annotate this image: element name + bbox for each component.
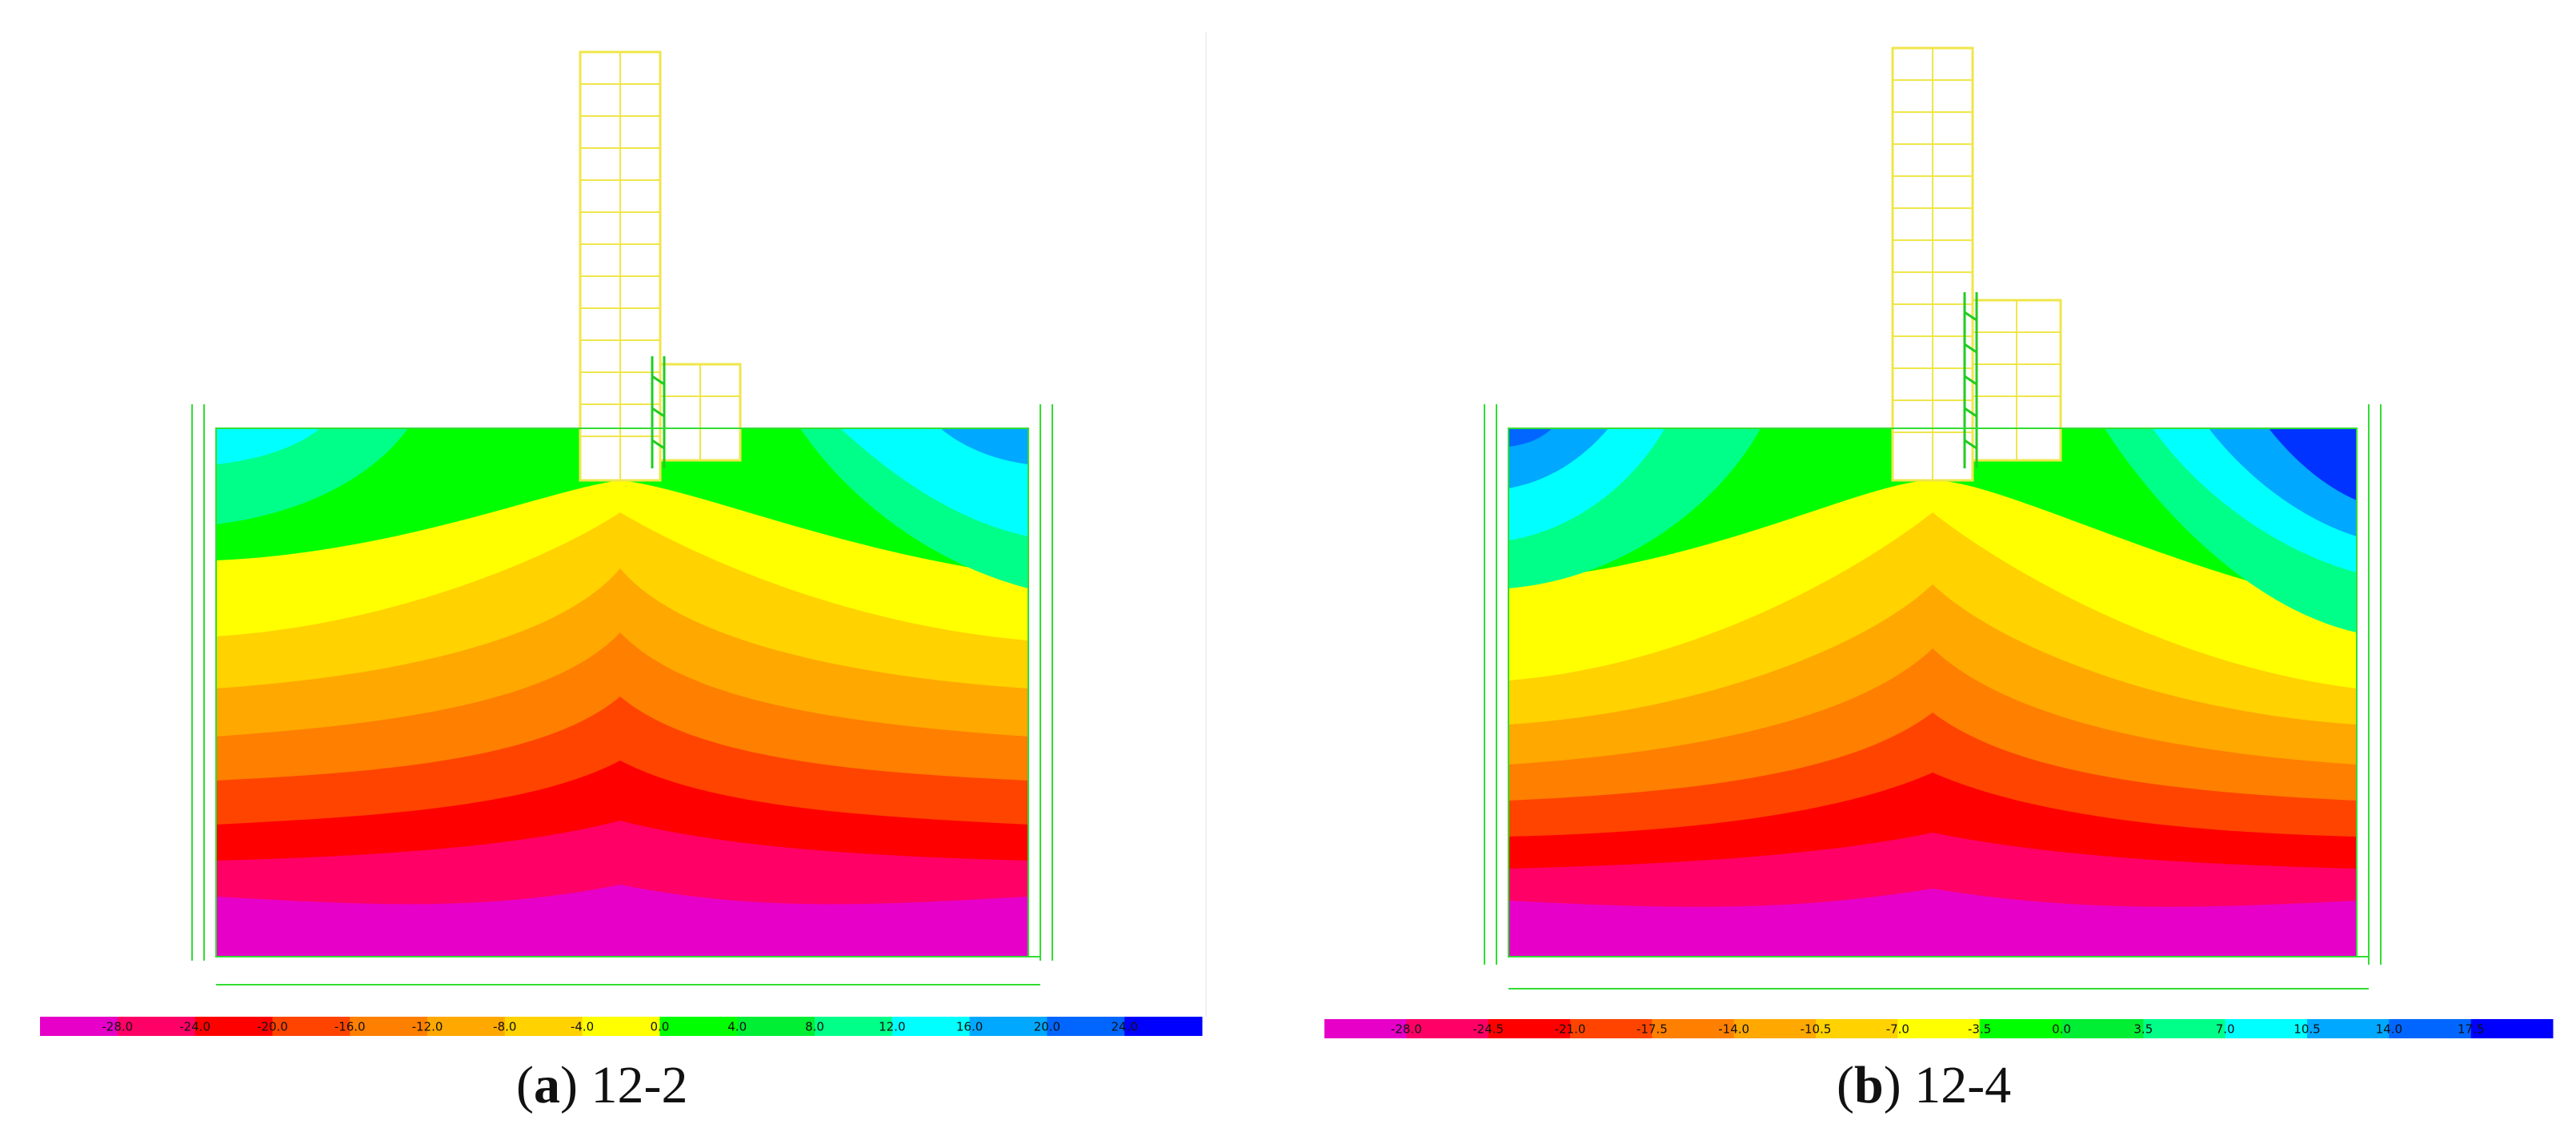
colorbar-tick-label: -3.5 xyxy=(1968,1022,1991,1036)
colorbar-swatch xyxy=(2470,1019,2554,1038)
colorbar-swatch xyxy=(582,1017,660,1036)
colorbar-swatch xyxy=(40,1017,118,1036)
colorbar-tick-label: -28.0 xyxy=(102,1019,133,1034)
right-boundary-b xyxy=(2368,404,2382,965)
colorbar-tick-label: -17.5 xyxy=(1637,1022,1668,1036)
colorbar-swatch xyxy=(350,1017,428,1036)
caption-a: (a) 12-2 xyxy=(516,1056,688,1114)
contour-plot-b: -28.0 -24.5 -21.0 -17.5 -14.0 -10.5 -7.0 -3.5 0.… xyxy=(1324,46,2554,1038)
colorbar-swatch xyxy=(1979,1019,2062,1038)
colorbar-swatch xyxy=(1406,1019,1489,1038)
colorbar-tick-label: 12.0 xyxy=(879,1019,905,1034)
band-a-tr-3 xyxy=(940,428,1028,464)
colorbar-swatch xyxy=(815,1017,893,1036)
building-grid-b xyxy=(1893,48,2061,480)
colorbar-tick-label: -24.5 xyxy=(1472,1022,1504,1036)
colorbar-tick-label: -16.0 xyxy=(335,1019,366,1034)
colorbar-swatch xyxy=(194,1017,273,1036)
colorbar-tick-label: -24.0 xyxy=(179,1019,210,1034)
colorbar-swatch xyxy=(2061,1019,2144,1038)
colorbar-tick-label: 4.0 xyxy=(727,1019,747,1034)
bottom-boundary-b xyxy=(1508,956,2369,989)
joint-springs-b xyxy=(1963,292,1978,468)
colorbar-swatch xyxy=(1897,1019,1981,1038)
colorbar-tick-label: -10.5 xyxy=(1801,1022,1832,1036)
colorbar-tick-label: 0.0 xyxy=(650,1019,669,1034)
colorbar-swatch xyxy=(272,1017,351,1036)
band-b-tr-4 xyxy=(2269,428,2357,500)
colorbar-tick-label: 14.0 xyxy=(2376,1022,2402,1036)
colorbar-tick-label: -21.0 xyxy=(1555,1022,1586,1036)
colorbar-swatch xyxy=(1652,1019,1735,1038)
colorbar-tick-label: 8.0 xyxy=(805,1019,824,1034)
band-b-tl-3 xyxy=(1508,428,1608,488)
colorbar-tick-label: 24.0 xyxy=(1111,1019,1137,1034)
colorbar-swatch xyxy=(1816,1019,1898,1038)
contour-plot-a: -28.0 -24.0 -20.0 -16.0 -12.0 -8.0 -4.0 0.0 4.0 8… xyxy=(40,50,1203,1036)
left-boundary-b xyxy=(1484,404,1497,965)
colorbar-swatch xyxy=(2143,1019,2226,1038)
bottom-boundary-a xyxy=(216,956,1040,985)
colorbar-swatch xyxy=(659,1017,738,1036)
colorbar-tick-label: 10.5 xyxy=(2294,1022,2320,1036)
colorbar-swatch xyxy=(1124,1017,1203,1036)
band-a-tr-2 xyxy=(840,428,1028,536)
colorbar-swatch xyxy=(1324,1019,1407,1038)
colorbar-tick-label: -8.0 xyxy=(493,1019,516,1034)
left-boundary-a xyxy=(191,404,205,961)
colorbar-swatch xyxy=(2389,1019,2472,1038)
colorbar-tick-label: -20.0 xyxy=(257,1019,288,1034)
colorbar-b: -28.0 -24.5 -21.0 -17.5 -14.0 -10.5 -7.0 -3.5 0.… xyxy=(1324,1019,2554,1038)
colorbar-swatch xyxy=(969,1017,1048,1036)
colorbar-tick-label: 20.0 xyxy=(1034,1019,1060,1034)
colorbar-swatch xyxy=(1733,1019,1817,1038)
band-a-tl-2 xyxy=(216,428,320,464)
colorbar-tick-label: -12.0 xyxy=(412,1019,443,1034)
band-a-8 xyxy=(216,428,1028,576)
colorbar-tick-label: -28.0 xyxy=(1391,1022,1422,1036)
colorbar-tick-label: -4.0 xyxy=(571,1019,594,1034)
colorbar-swatch xyxy=(891,1017,971,1036)
colorbar-tick-label: -14.0 xyxy=(1718,1022,1749,1036)
right-boundary-a xyxy=(1040,404,1053,961)
soil-outline-a xyxy=(215,428,1029,957)
colorbar-tick-label: 0.0 xyxy=(2052,1022,2071,1036)
panel-b: -28.0 -24.5 -21.0 -17.5 -14.0 -10.5 -7.0 -3.5 0.… xyxy=(1288,0,2576,1136)
colorbar-a: -28.0 -24.0 -20.0 -16.0 -12.0 -8.0 -4.0 0.0 4.0 8… xyxy=(40,1017,1203,1036)
building-grid-a xyxy=(580,52,740,480)
colorbar-tick-label: 3.5 xyxy=(2133,1022,2153,1036)
panel-divider xyxy=(1205,32,1207,1017)
caption-b: (b) 12-4 xyxy=(1837,1056,2012,1114)
soil-outline-b xyxy=(1508,428,2358,957)
colorbar-tick-label: 16.0 xyxy=(956,1019,983,1034)
colorbar-swatch xyxy=(117,1017,196,1036)
panel-a: -28.0 -24.0 -20.0 -16.0 -12.0 -8.0 -4.0 0.0 4.0 8… xyxy=(0,0,1205,1136)
colorbar-swatch xyxy=(504,1017,583,1036)
band-b-tl-4 xyxy=(1508,428,1552,447)
joint-springs-a xyxy=(651,356,666,468)
colorbar-tick-label: -7.0 xyxy=(1886,1022,1909,1036)
colorbar-tick-label: 7.0 xyxy=(2216,1022,2235,1036)
colorbar-swatch xyxy=(2225,1019,2308,1038)
colorbar-swatch xyxy=(1488,1019,1571,1038)
colorbar-swatch xyxy=(2307,1019,2390,1038)
colorbar-swatch xyxy=(427,1017,506,1036)
colorbar-tick-label: 17.5 xyxy=(2458,1022,2484,1036)
colorbar-swatch xyxy=(737,1017,815,1036)
colorbar-swatch xyxy=(1047,1017,1125,1036)
colorbar-swatch xyxy=(1570,1019,1653,1038)
